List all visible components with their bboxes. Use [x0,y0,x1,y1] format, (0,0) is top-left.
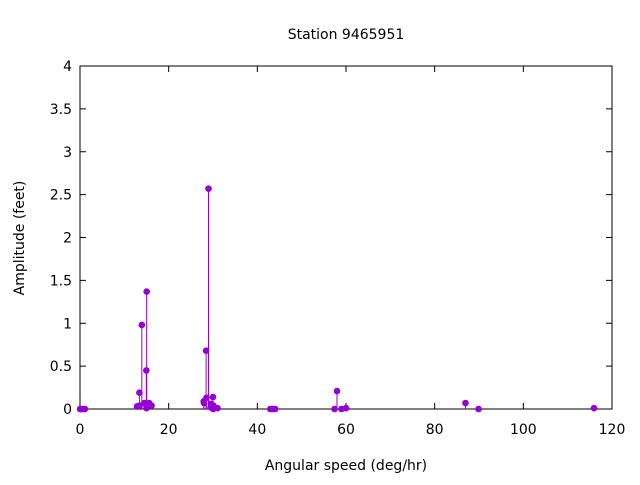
y-tick-label: 3 [63,145,72,161]
x-tick-label: 120 [599,422,626,438]
y-tick-label: 1 [63,316,72,332]
data-point [271,405,279,413]
plot-border [79,65,613,410]
y-tick-label: 2 [63,231,72,247]
data-point [143,288,150,295]
data-point [333,387,341,395]
data-point [148,402,155,409]
data-point [331,405,338,413]
data-point [202,347,210,354]
x-tick-label: 100 [510,422,537,438]
y-tick-label: 4 [63,59,72,75]
y-tick-label: 2.5 [50,188,72,204]
x-tick-label: 0 [76,422,85,438]
data-point [205,185,212,192]
y-tick-label: 3.5 [50,102,72,118]
data-point [214,404,221,412]
x-tick-label: 60 [337,422,355,438]
x-axis-label: Angular speed (deg/hr) [265,458,427,474]
data-point [209,393,217,401]
data-point [138,321,146,329]
y-tick-label: 0.5 [50,359,72,375]
x-tick-label: 40 [248,422,266,438]
data-point [81,405,89,413]
x-tick-label: 20 [160,422,178,438]
data-point [136,389,143,397]
chart-title: Station 9465951 [288,27,405,43]
data-point [475,405,482,413]
data-point [590,404,598,412]
x-tick-label: 80 [426,422,444,438]
y-tick-label: 0 [63,402,72,418]
y-axis-label: Amplitude (feet) [12,181,28,296]
y-tick-label: 1.5 [50,273,72,289]
data-point [342,404,350,412]
data-point [462,399,469,407]
